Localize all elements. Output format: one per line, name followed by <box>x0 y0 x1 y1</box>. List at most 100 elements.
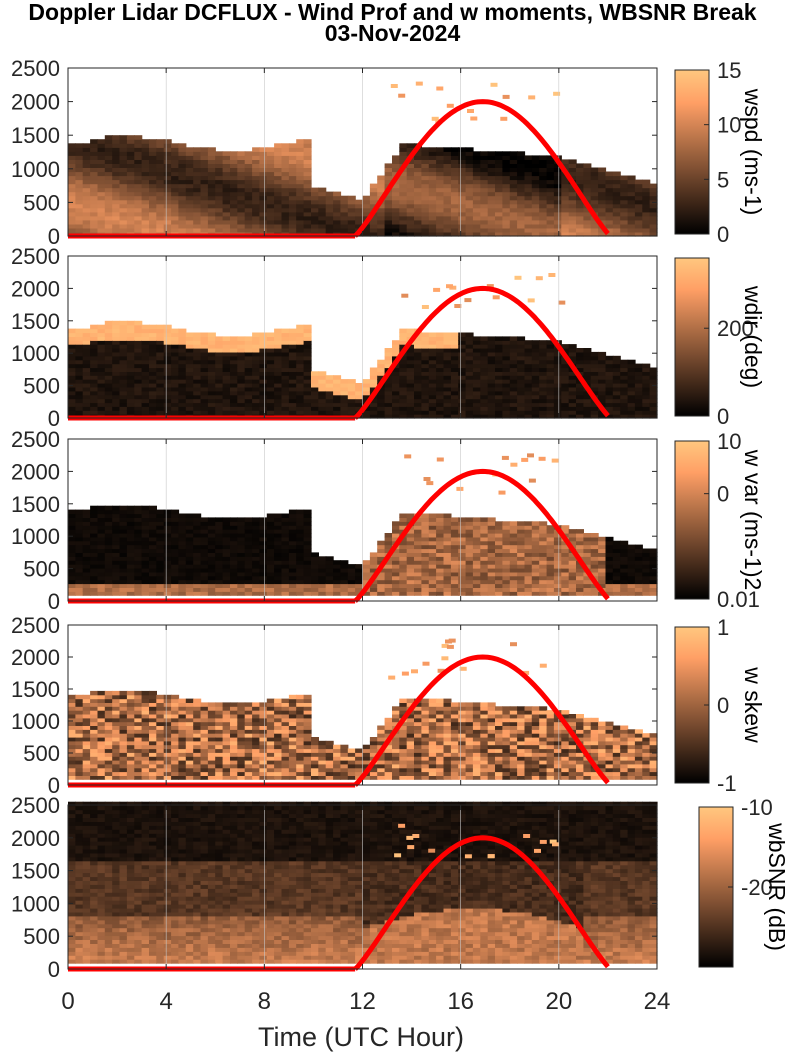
heatmap-cell <box>112 394 121 400</box>
heatmap-cell <box>428 167 437 173</box>
heatmap-cell <box>347 587 356 592</box>
heatmap-cell <box>215 355 224 361</box>
heatmap-cell <box>369 199 378 205</box>
heatmap-cell <box>185 548 194 553</box>
heatmap-cell <box>185 351 194 357</box>
heatmap-cell <box>583 363 592 369</box>
heatmap-cell <box>178 195 187 201</box>
heatmap-cell <box>126 223 135 229</box>
heatmap-cell <box>185 579 194 585</box>
heatmap-cell <box>185 336 194 341</box>
heatmap-cell <box>259 147 268 152</box>
heatmap-cell <box>141 564 150 569</box>
heatmap-cell <box>104 717 113 723</box>
heatmap-cell <box>538 456 546 461</box>
heatmap-cell <box>487 540 496 546</box>
heatmap-cell <box>605 591 614 596</box>
heatmap-cell <box>68 529 76 534</box>
heatmap-cell <box>112 219 121 225</box>
heatmap-cell <box>399 579 408 585</box>
heatmap-cell <box>487 386 496 392</box>
heatmap-cell <box>531 591 540 596</box>
heatmap-cell <box>112 402 121 407</box>
heatmap-cell <box>244 203 253 209</box>
heatmap-cell <box>134 560 143 565</box>
heatmap-cell <box>68 560 76 565</box>
heatmap-cell <box>561 383 570 388</box>
figure-title-line1: Doppler Lidar DCFLUX - Wind Prof and w m… <box>28 0 757 24</box>
heatmap-cell <box>126 203 135 209</box>
heatmap-cell <box>200 536 209 542</box>
heatmap-cell <box>171 147 180 152</box>
heatmap-cell <box>274 517 283 522</box>
heatmap-cell <box>163 163 172 168</box>
heatmap-cell <box>495 191 503 197</box>
heatmap-cell <box>517 336 526 341</box>
heatmap-cell <box>68 775 76 780</box>
heatmap-cell <box>428 564 437 569</box>
heatmap-cell <box>443 175 452 181</box>
heatmap-cell <box>303 536 312 542</box>
heatmap-cell <box>141 517 150 522</box>
heatmap-cell <box>333 386 342 392</box>
heatmap-cell <box>296 383 305 388</box>
heatmap-cell <box>384 579 393 585</box>
heatmap-cell <box>421 568 430 573</box>
heatmap-cell <box>561 195 570 201</box>
heatmap-cell <box>112 398 121 404</box>
heatmap-cell <box>546 215 555 221</box>
heatmap-cell <box>487 371 496 376</box>
heatmap-cell <box>163 390 172 396</box>
heatmap-cell <box>355 215 364 221</box>
heatmap-cell <box>97 694 106 700</box>
heatmap-cell <box>553 552 562 557</box>
heatmap-cell <box>642 379 651 384</box>
heatmap-cell <box>450 371 459 376</box>
heatmap-cell <box>163 344 172 349</box>
heatmap-cell <box>252 223 261 229</box>
heatmap-cell <box>333 410 342 415</box>
heatmap-cell <box>281 187 290 193</box>
heatmap-cell <box>288 351 297 357</box>
heatmap-cell <box>104 147 113 152</box>
heatmap-cell <box>156 517 165 522</box>
heatmap-cell <box>68 215 76 221</box>
heatmap-cell <box>193 219 202 225</box>
heatmap-cell <box>502 183 511 189</box>
heatmap-cell <box>156 215 165 221</box>
heatmap-cell <box>230 363 238 369</box>
heatmap-cell <box>75 525 84 530</box>
heatmap-cell <box>90 694 99 700</box>
heatmap-cell <box>612 383 621 388</box>
heatmap-cell <box>215 386 224 392</box>
heatmap-cell <box>259 211 268 217</box>
heatmap-cell <box>340 219 349 225</box>
heatmap-cell <box>428 159 437 164</box>
heatmap-cell <box>193 536 202 542</box>
heatmap-cell <box>68 740 76 746</box>
heatmap-cell <box>82 348 91 353</box>
heatmap-cell <box>311 207 319 213</box>
colorbar-tick-label: 10 <box>717 113 741 138</box>
heatmap-cell <box>82 402 91 407</box>
heatmap-cell <box>377 414 386 419</box>
heatmap-cell <box>480 544 489 550</box>
heatmap-cell <box>399 191 408 197</box>
heatmap-cell <box>281 191 290 197</box>
heatmap-cell <box>97 760 106 765</box>
heatmap-cell <box>539 363 548 369</box>
heatmap-cell <box>642 367 651 372</box>
heatmap-cell <box>193 163 202 168</box>
heatmap-cell <box>576 579 584 585</box>
heatmap-cell <box>509 371 518 376</box>
heatmap-cell <box>377 571 386 577</box>
heatmap-cell <box>207 147 216 152</box>
heatmap-cell <box>178 383 187 388</box>
heatmap-cell <box>303 159 312 164</box>
heatmap-cell <box>288 363 297 369</box>
heatmap-cell <box>458 203 467 209</box>
heatmap-cell <box>75 744 84 750</box>
heatmap-cell <box>215 371 224 376</box>
heatmap-cell <box>472 402 481 407</box>
heatmap-cell <box>75 710 84 715</box>
